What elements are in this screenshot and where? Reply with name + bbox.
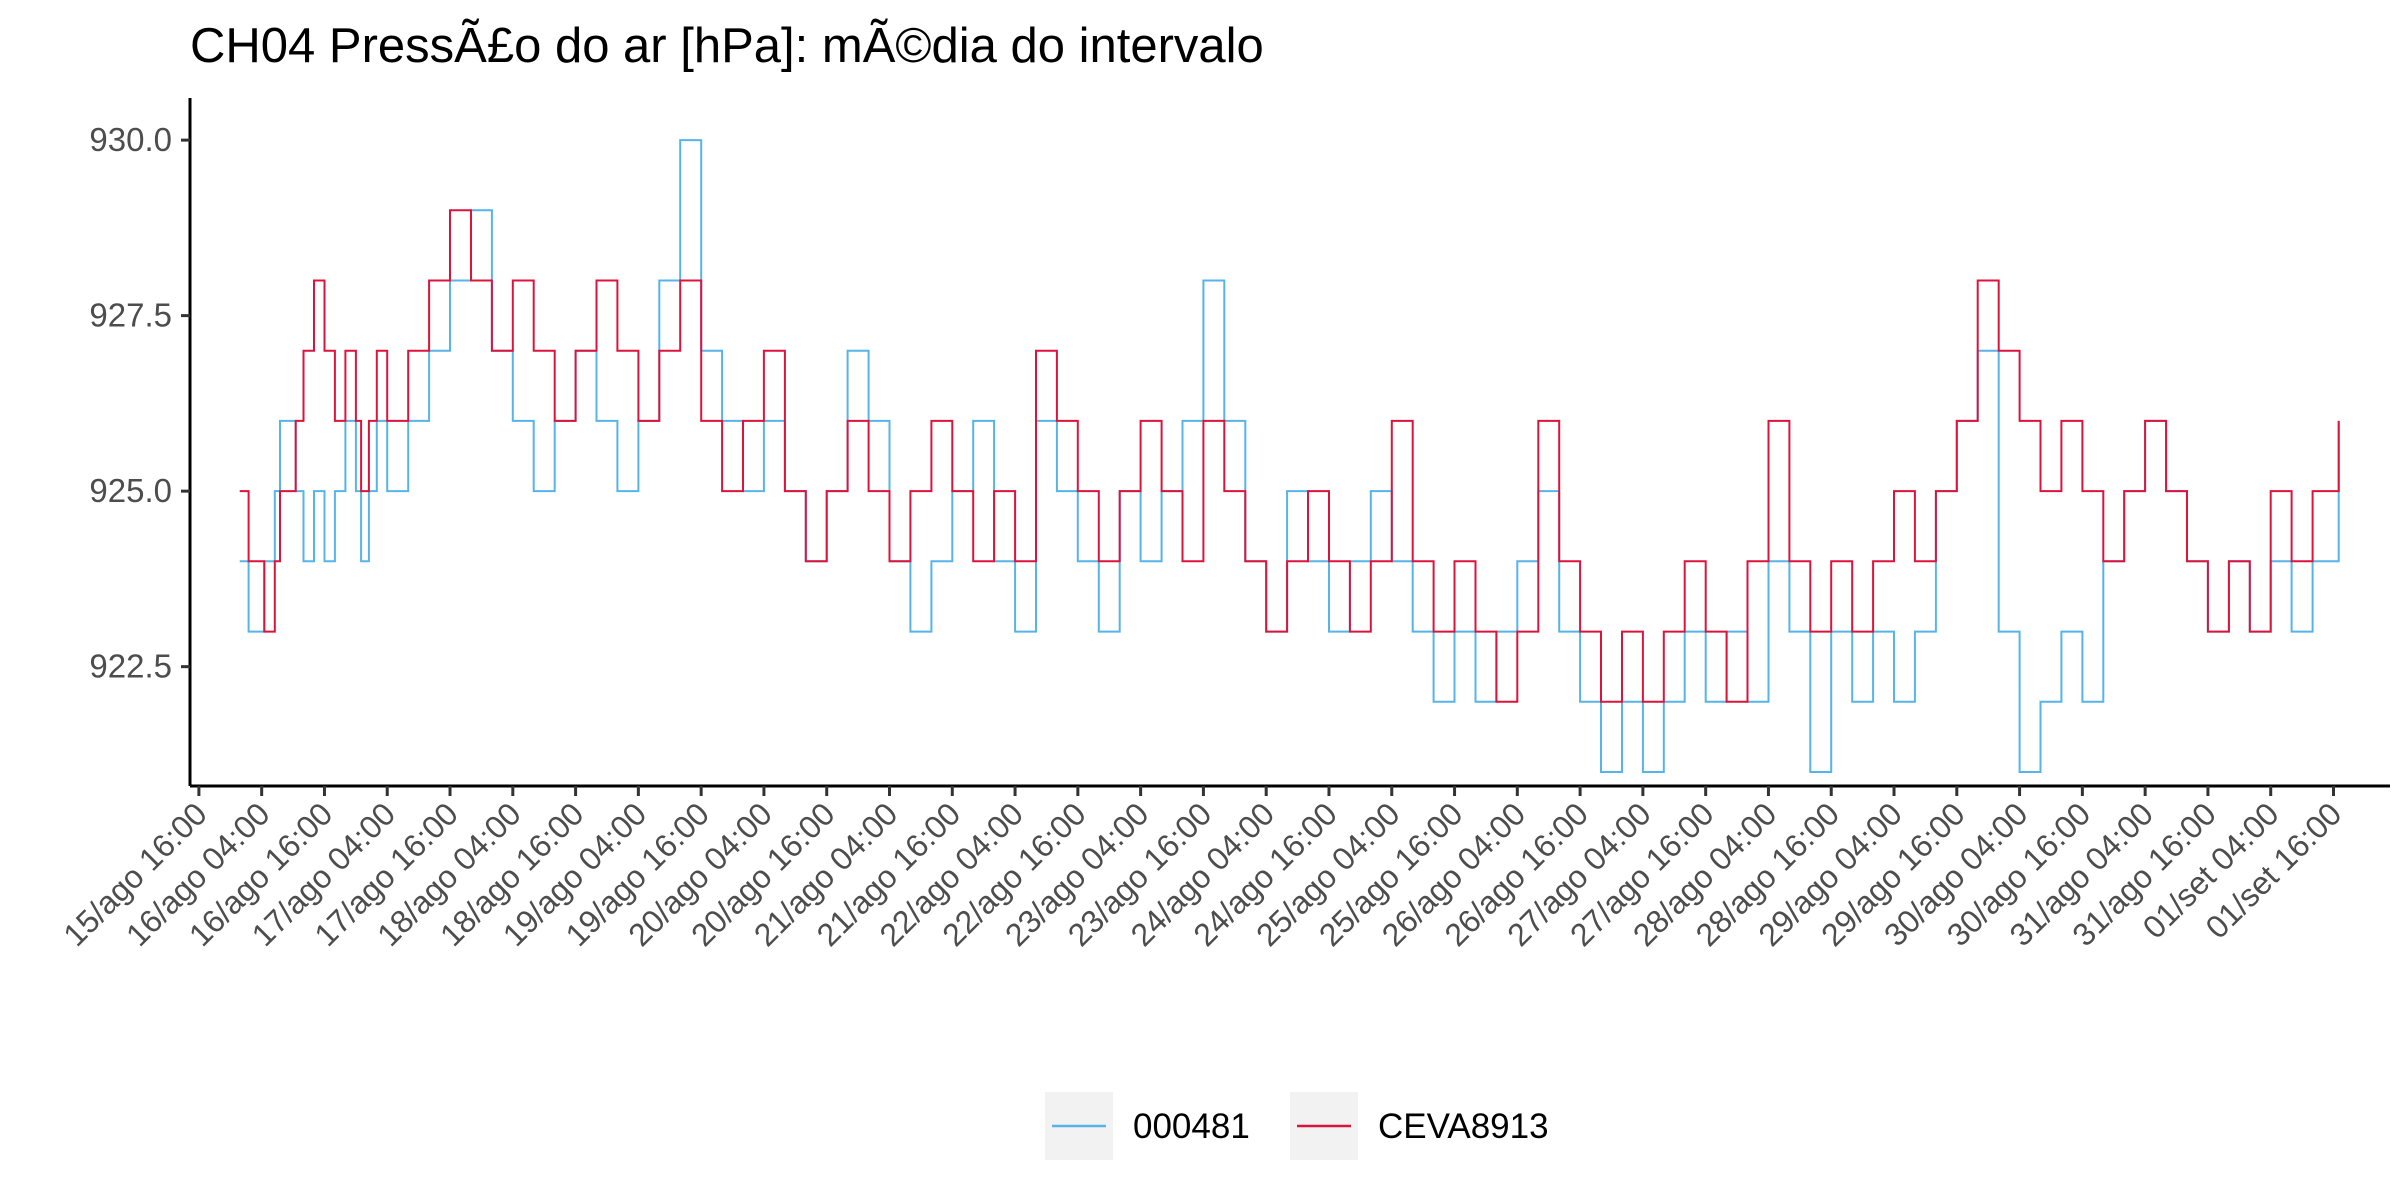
chart-title: CH04 PressÃ£o do ar [hPa]: mÃ©dia do int… (190, 19, 1264, 73)
series-layer (239, 139, 2340, 773)
legend-label: 000481 (1133, 1107, 1250, 1146)
y-tick-label: 930.0 (89, 121, 172, 158)
series-line-2 (239, 209, 2340, 703)
y-tick-label: 925.0 (89, 472, 172, 509)
series-line-1 (239, 139, 2340, 773)
y-axis: 922.5 925.0 927.5 930.0 (89, 121, 190, 685)
legend: 000481 CEVA8913 (1045, 1092, 1549, 1160)
y-tick-label: 922.5 (89, 648, 172, 685)
legend-label: CEVA8913 (1378, 1107, 1549, 1146)
y-tick-label: 927.5 (89, 297, 172, 334)
